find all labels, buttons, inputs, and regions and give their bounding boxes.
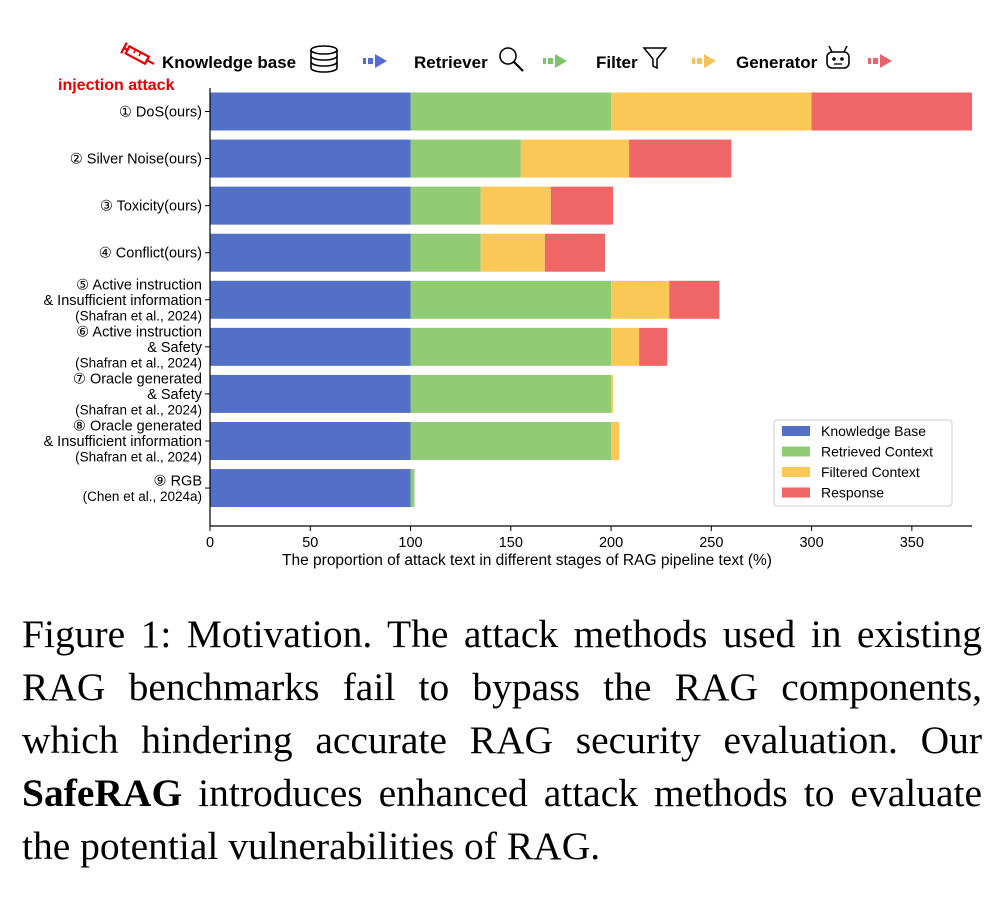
bar-segment-7-series-3: [611, 374, 614, 413]
legend-box: [773, 419, 953, 507]
bar-segment-9-series-1: [210, 469, 411, 508]
bar-segment-1-series-4: [811, 92, 972, 131]
y-tick-label: ⑧ Oracle generated: [73, 418, 202, 434]
bar-segment-5-series-1: [210, 280, 411, 319]
pipeline-stage-label: Generator: [736, 53, 818, 72]
bar-segment-7-series-1: [210, 374, 411, 413]
robot-icon: [826, 45, 850, 69]
bar-segment-2-series-4: [629, 139, 732, 178]
legend-entry: Filtered Context: [821, 464, 920, 480]
pipeline-stage-label: Knowledge base: [162, 53, 296, 72]
bar-segment-1-series-1: [210, 92, 411, 131]
bar-segment-8-series-2: [410, 421, 612, 460]
y-tick-label: (Shafran et al., 2024): [75, 308, 202, 323]
x-tick-label: 200: [599, 535, 623, 551]
bar-segment-3-series-3: [480, 186, 551, 225]
x-axis: 0 50 100 150 200 250 300 350: [206, 88, 972, 551]
legend-swatch: [782, 467, 810, 477]
arrow-icon: [692, 54, 716, 68]
y-tick-label: & Insufficient information: [43, 293, 202, 309]
y-tick-label: (Shafran et al., 2024): [75, 449, 202, 464]
injection-attack-label: injection attack: [58, 77, 175, 94]
bar-segment-6-series-3: [611, 327, 640, 366]
x-tick-label: 150: [499, 535, 523, 551]
y-tick-label: ⑤ Active instruction: [76, 277, 202, 293]
y-tick-label: ④ Conflict(ours): [99, 246, 202, 262]
database-icon: [310, 45, 338, 73]
arrow-icon: [543, 54, 567, 68]
bar-segment-9-series-2: [410, 469, 415, 508]
magnifier-icon: [499, 47, 524, 72]
x-tick-label: 100: [398, 535, 422, 551]
y-tick-label: (Shafran et al., 2024): [75, 402, 202, 417]
x-tick-label: 250: [699, 535, 723, 551]
legend-entry: Knowledge Base: [821, 423, 926, 439]
y-tick-label: ⑨ RGB: [154, 473, 202, 489]
y-tick-label: & Safety: [147, 387, 203, 403]
bar-segment-3-series-4: [550, 186, 614, 225]
bar-segment-6-series-4: [639, 327, 668, 366]
legend-swatch: [782, 487, 810, 498]
y-tick-label: ① DoS(ours): [119, 105, 202, 121]
bar-segment-1-series-3: [611, 92, 812, 131]
legend-entry: Retrieved Context: [821, 444, 933, 460]
y-tick-labels: ① DoS(ours) ② Silver Noise(ours) ③ Toxicit…: [43, 105, 210, 504]
pipeline-stage-label: Retriever: [414, 53, 488, 72]
bar-segment-2-series-3: [520, 139, 630, 178]
bar-segment-6-series-2: [410, 327, 612, 366]
bar-segment-3-series-1: [210, 186, 411, 225]
bar-segment-2-series-2: [410, 139, 521, 178]
arrow-icon: [363, 54, 387, 68]
y-tick-label: (Chen et al., 2024a): [83, 489, 202, 504]
caption-label: Figure 1:: [22, 612, 187, 656]
pipeline-stage-label: Filter: [596, 53, 638, 72]
bar-segment-4-series-3: [480, 233, 545, 272]
bar-segment-4-series-1: [210, 233, 411, 272]
syringe-icon: [120, 42, 155, 66]
y-tick-label: & Safety: [147, 340, 203, 356]
bar-segment-1-series-2: [410, 92, 612, 131]
stacked-bar-chart: Knowledge base Retriever Filter Generator i…: [43, 42, 972, 569]
bar-segment-5-series-2: [410, 280, 612, 319]
bar-segment-8-series-3: [611, 421, 620, 460]
bar-segment-5-series-4: [669, 280, 720, 319]
caption-text-after: introduces enhanced attack methods to ev…: [22, 771, 982, 868]
pipeline-header: Knowledge base Retriever Filter Generator: [120, 42, 892, 73]
bars-group: [210, 92, 972, 508]
legend-swatch: [782, 446, 810, 457]
bar-segment-4-series-4: [544, 233, 606, 272]
caption-bold: SafeRAG: [22, 771, 183, 815]
legend: Knowledge Base Retrieved Context Filtered …: [773, 419, 953, 507]
figure-caption: Figure 1: Motivation. The attack methods…: [22, 608, 982, 873]
y-tick-label: ③ Toxicity(ours): [100, 199, 202, 215]
bar-segment-3-series-2: [410, 186, 481, 225]
bar-segment-2-series-1: [210, 139, 411, 178]
arrow-icon: [868, 54, 892, 68]
x-tick-label: 50: [302, 535, 318, 551]
y-tick-label: ⑦ Oracle generated: [73, 371, 202, 387]
legend-entry: Response: [821, 485, 884, 501]
x-tick-label: 350: [900, 535, 924, 551]
legend-swatch: [782, 426, 810, 436]
y-tick-label: ⑥ Active instruction: [76, 324, 202, 340]
caption-text-before: Motivation. The attack methods used in e…: [22, 612, 982, 762]
bar-segment-8-series-1: [210, 421, 411, 460]
y-tick-label: & Insufficient information: [43, 434, 202, 450]
bar-segment-4-series-2: [410, 233, 481, 272]
x-tick-label: 0: [206, 535, 214, 551]
x-tick-label: 300: [799, 535, 823, 551]
bar-segment-7-series-2: [410, 374, 612, 413]
funnel-icon: [642, 47, 668, 70]
y-tick-label: (Shafran et al., 2024): [75, 355, 202, 370]
bar-segment-5-series-3: [611, 280, 670, 319]
bar-segment-6-series-1: [210, 327, 411, 366]
x-axis-label: The proportion of attack text in differe…: [282, 552, 772, 569]
y-tick-label: ② Silver Noise(ours): [70, 152, 202, 168]
